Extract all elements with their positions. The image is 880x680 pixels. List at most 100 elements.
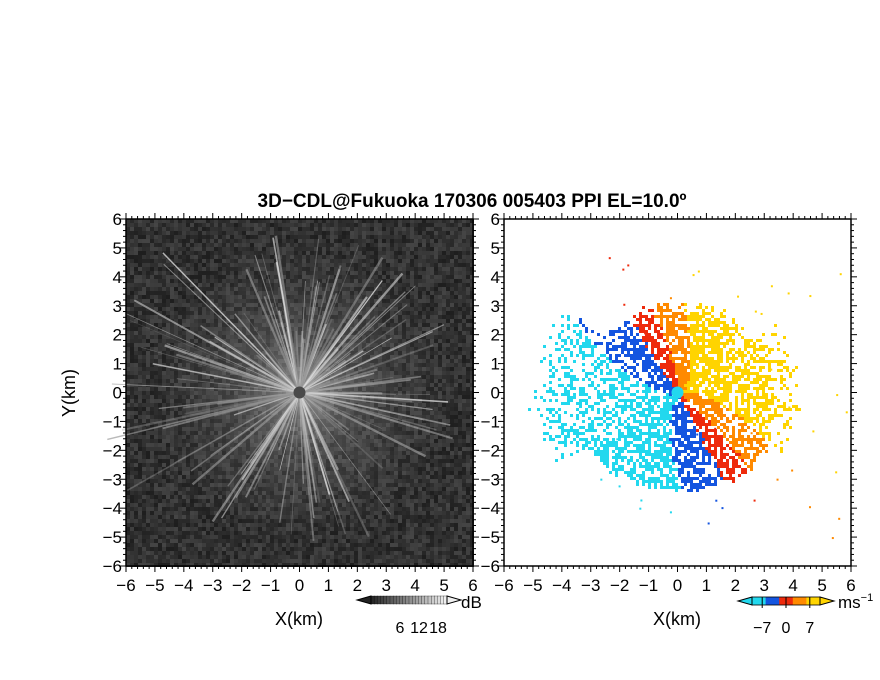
backscatter-cell <box>446 287 450 291</box>
backscatter-cell <box>406 259 410 263</box>
backscatter-cell <box>362 223 366 227</box>
backscatter-cell <box>458 383 462 387</box>
backscatter-cell <box>450 251 454 255</box>
backscatter-cell <box>470 439 474 443</box>
backscatter-cell <box>462 291 466 295</box>
backscatter-cell <box>462 351 466 355</box>
backscatter-cell <box>402 279 406 283</box>
backscatter-cell <box>142 375 146 379</box>
backscatter-cell <box>430 303 434 307</box>
backscatter-cell <box>134 239 138 243</box>
backscatter-cell <box>158 279 162 283</box>
backscatter-cell <box>458 251 462 255</box>
backscatter-cell <box>146 243 150 247</box>
backscatter-cell <box>150 439 154 443</box>
backscatter-cell <box>338 239 342 243</box>
backscatter-cell <box>158 263 162 267</box>
backscatter-cell <box>134 255 138 259</box>
backscatter-cell <box>166 243 170 247</box>
backscatter-cell <box>418 223 422 227</box>
backscatter-cell <box>158 283 162 287</box>
backscatter-cell <box>198 259 202 263</box>
backscatter-cell <box>466 315 470 319</box>
backscatter-cell <box>130 447 134 451</box>
backscatter-cell <box>130 351 134 355</box>
backscatter-cell <box>130 335 134 339</box>
backscatter-cell <box>366 247 370 251</box>
backscatter-cell <box>210 239 214 243</box>
backscatter-cell <box>178 279 182 283</box>
backscatter-cell <box>258 235 262 239</box>
backscatter-cell <box>450 255 454 259</box>
backscatter-cell <box>146 263 150 267</box>
backscatter-cell <box>178 271 182 275</box>
backscatter-cell <box>146 339 150 343</box>
backscatter-cell <box>402 243 406 247</box>
backscatter-cell <box>130 279 134 283</box>
backscatter-cell <box>214 231 218 235</box>
backscatter-cell <box>446 247 450 251</box>
backscatter-cell <box>330 227 334 231</box>
backscatter-cell <box>190 279 194 283</box>
backscatter-cell <box>154 227 158 231</box>
backscatter-cell <box>206 219 210 223</box>
backscatter-cell <box>378 219 382 223</box>
backscatter-cell <box>442 435 446 439</box>
backscatter-cell <box>142 423 146 427</box>
backscatter-cell <box>418 283 422 287</box>
backscatter-cell <box>410 263 414 267</box>
backscatter-cell <box>126 363 130 367</box>
backscatter-cell <box>290 223 294 227</box>
backscatter-cell <box>130 267 134 271</box>
backscatter-cell <box>470 271 474 275</box>
backscatter-cell <box>410 283 414 287</box>
backscatter-cell <box>442 243 446 247</box>
backscatter-cell <box>194 219 198 223</box>
backscatter-cell <box>194 275 198 279</box>
backscatter-cell <box>206 235 210 239</box>
backscatter-cell <box>466 227 470 231</box>
backscatter-cell <box>262 219 266 223</box>
backscatter-cell <box>134 407 138 411</box>
backscatter-cell <box>446 343 450 347</box>
backscatter-cell <box>462 359 466 363</box>
backscatter-cell <box>134 267 138 271</box>
backscatter-cell <box>174 223 178 227</box>
backscatter-cell <box>270 239 274 243</box>
backscatter-cell <box>174 239 178 243</box>
backscatter-cell <box>126 415 130 419</box>
backscatter-cell <box>146 439 150 443</box>
backscatter-cell <box>446 235 450 239</box>
backscatter-cell <box>450 343 454 347</box>
backscatter-cell <box>458 351 462 355</box>
backscatter-cell <box>470 227 474 231</box>
backscatter-cell <box>190 267 194 271</box>
backscatter-cell <box>446 275 450 279</box>
backscatter-cell <box>130 387 134 391</box>
backscatter-cell <box>470 319 474 323</box>
backscatter-cell <box>366 239 370 243</box>
backscatter-cell <box>398 235 402 239</box>
backscatter-cell <box>198 247 202 251</box>
backscatter-cell <box>258 239 262 243</box>
backscatter-cell <box>230 239 234 243</box>
backscatter-cell <box>454 359 458 363</box>
backscatter-cell <box>366 231 370 235</box>
backscatter-cell <box>178 219 182 223</box>
backscatter-cell <box>210 235 214 239</box>
backscatter-cell <box>138 347 142 351</box>
backscatter-cell <box>334 239 338 243</box>
backscatter-cell <box>126 239 130 243</box>
backscatter-cell <box>458 231 462 235</box>
backscatter-cell <box>442 327 446 331</box>
backscatter-cell <box>154 319 158 323</box>
backscatter-cell <box>126 375 130 379</box>
backscatter-cell <box>422 303 426 307</box>
backscatter-cell <box>142 311 146 315</box>
backscatter-cell <box>138 431 142 435</box>
backscatter-cell <box>434 283 438 287</box>
backscatter-cell <box>150 279 154 283</box>
backscatter-cell <box>186 255 190 259</box>
backscatter-cell <box>146 387 150 391</box>
backscatter-cell <box>146 291 150 295</box>
